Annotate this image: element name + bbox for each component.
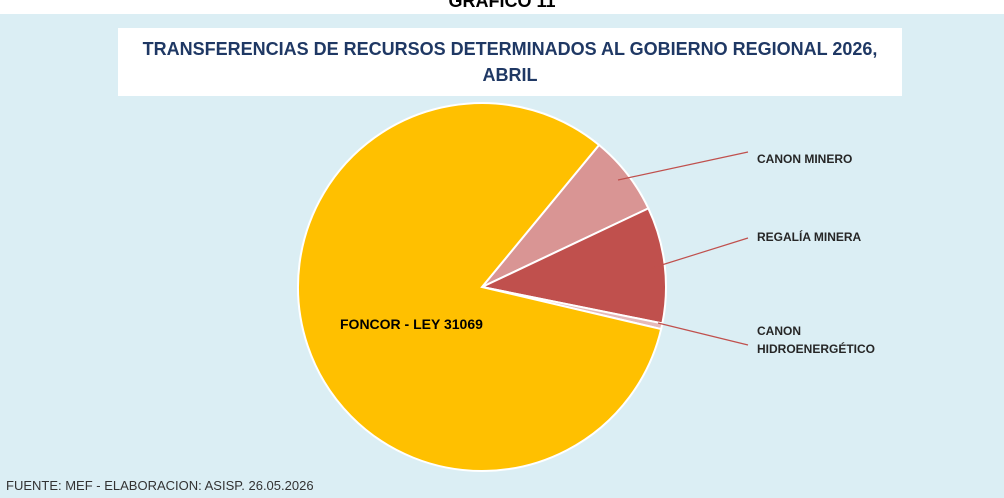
leader-line [657,322,749,346]
slice-label: FONCOR - LEY 31069 [340,316,483,332]
leader-line [617,151,749,181]
source-note: FUENTE: MEF - ELABORACION: ASISP. 26.05.… [6,478,314,493]
leader-line [651,237,749,269]
slice-label: CANON HIDROENERGÉTICO [757,324,876,356]
heading: GRÁFICO 11 [448,0,556,11]
pie-slice [478,207,667,325]
chart-title: TRANSFERENCIAS DE RECURSOS DETERMINADOS … [118,28,902,96]
pie-slice [297,102,663,472]
slice-label: REGALÍA MINERA [757,230,862,244]
slice-label: CANON MINERO [757,152,853,166]
